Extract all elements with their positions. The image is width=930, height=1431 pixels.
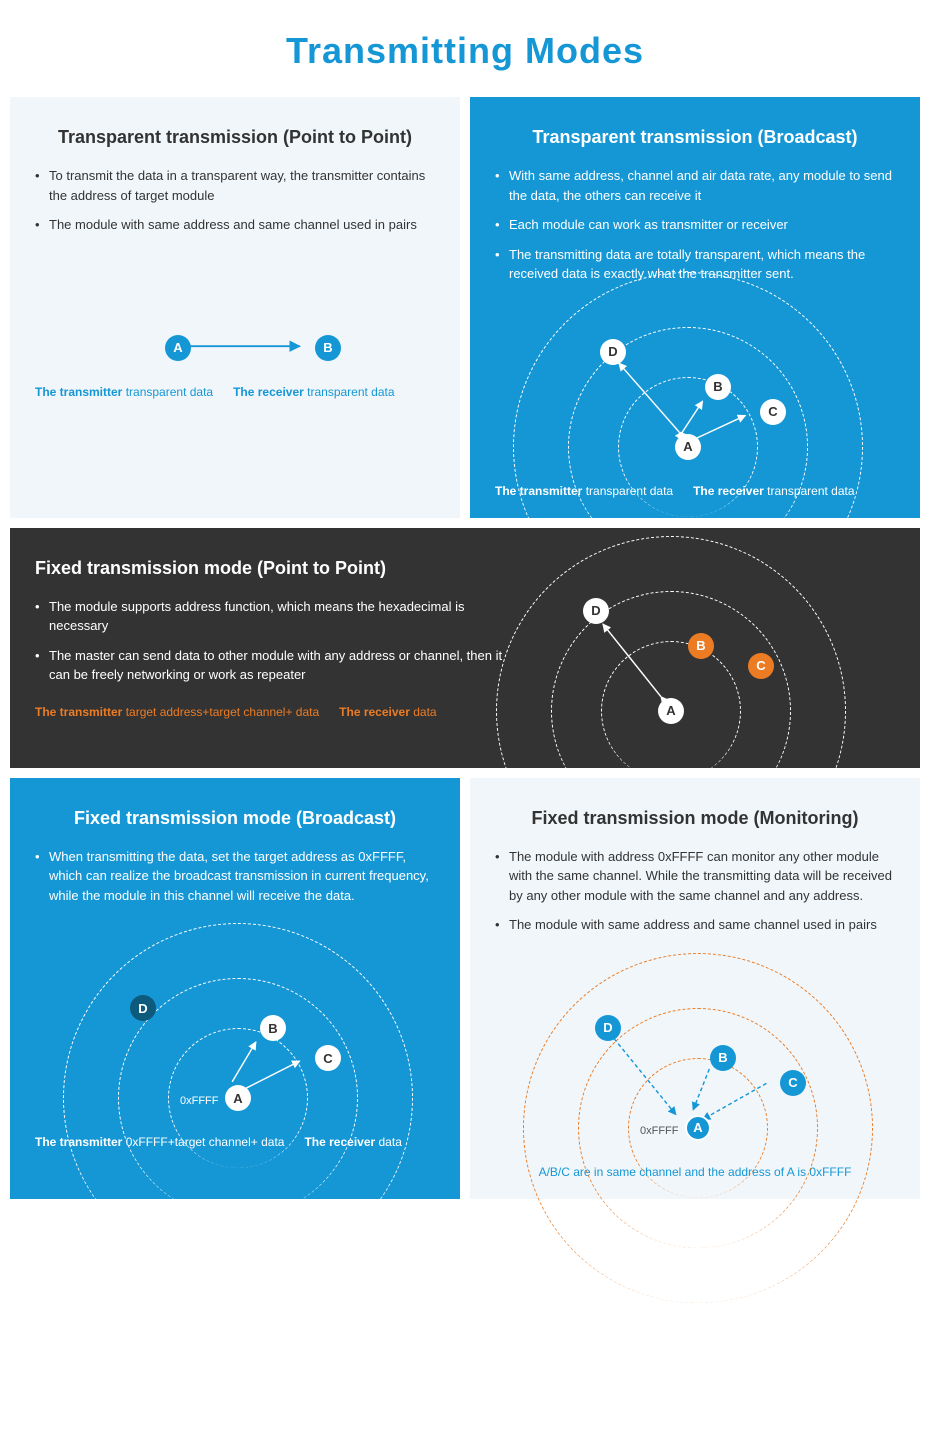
node-a: A — [165, 335, 191, 361]
diagram-p2p: A B — [35, 245, 435, 375]
bullet: To transmit the data in a transparent wa… — [35, 166, 435, 205]
panel-fixed-p2p: Fixed transmission mode (Point to Point)… — [10, 528, 920, 768]
row-3: Fixed transmission mode (Broadcast) When… — [0, 778, 930, 1209]
node-a: A — [658, 698, 684, 724]
diagram-fixed-p2p: A B C D — [508, 568, 895, 738]
node-a: A — [225, 1085, 251, 1111]
node-a: A — [685, 1115, 711, 1141]
footer-line: The transmitter target address+target ch… — [35, 705, 508, 719]
node-a: A — [675, 434, 701, 460]
page-title: Transmitting Modes — [0, 0, 930, 97]
bullet: The module with same address and same ch… — [35, 215, 435, 235]
footer-rx: The receiver data — [339, 705, 436, 719]
node-c: C — [760, 399, 786, 425]
addr-label: 0xFFFF — [640, 1125, 679, 1137]
bullet: With same address, channel and air data … — [495, 166, 895, 205]
bullet: When transmitting the data, set the targ… — [35, 847, 435, 906]
row-2: Fixed transmission mode (Point to Point)… — [0, 528, 930, 778]
bullet-list: To transmit the data in a transparent wa… — [35, 166, 435, 235]
node-b: B — [710, 1045, 736, 1071]
node-d: D — [595, 1015, 621, 1041]
panel-transparent-p2p: Transparent transmission (Point to Point… — [10, 97, 460, 518]
node-c: C — [748, 653, 774, 679]
node-b: B — [688, 633, 714, 659]
footer-tx: The transmitter target address+target ch… — [35, 705, 319, 719]
panel-title: Fixed transmission mode (Point to Point) — [35, 558, 508, 579]
panel-transparent-broadcast: Transparent transmission (Broadcast) Wit… — [470, 97, 920, 518]
panel-fixed-broadcast: Fixed transmission mode (Broadcast) When… — [10, 778, 460, 1199]
node-b: B — [315, 335, 341, 361]
bullet: The master can send data to other module… — [35, 646, 508, 685]
footer-rx: The receiver transparent data — [233, 385, 394, 399]
node-c: C — [780, 1070, 806, 1096]
footer-line: The transmitter transparent data The rec… — [35, 385, 435, 399]
node-b: B — [260, 1015, 286, 1041]
bullet-list: When transmitting the data, set the targ… — [35, 847, 435, 906]
bullet: Each module can work as transmitter or r… — [495, 215, 895, 235]
panel-title: Transparent transmission (Broadcast) — [495, 127, 895, 148]
row-1: Transparent transmission (Point to Point… — [0, 97, 930, 528]
panel-fixed-monitoring: Fixed transmission mode (Monitoring) The… — [470, 778, 920, 1199]
diagram-fixed-broadcast: A B C D 0xFFFF — [35, 915, 435, 1125]
node-b: B — [705, 374, 731, 400]
node-d: D — [583, 598, 609, 624]
diagram-monitoring: A B C D 0xFFFF — [495, 945, 895, 1155]
diagram-broadcast: A B C D — [495, 294, 895, 474]
bullet-list: With same address, channel and air data … — [495, 166, 895, 284]
panel-title: Fixed transmission mode (Monitoring) — [495, 808, 895, 829]
bullet: The module with address 0xFFFF can monit… — [495, 847, 895, 906]
bullet-list: The module with address 0xFFFF can monit… — [495, 847, 895, 935]
bullet: The module supports address function, wh… — [35, 597, 508, 636]
panel-title: Transparent transmission (Point to Point… — [35, 127, 435, 148]
bullet: The module with same address and same ch… — [495, 915, 895, 935]
bullet-list: The module supports address function, wh… — [35, 597, 508, 685]
node-c: C — [315, 1045, 341, 1071]
node-d: D — [130, 995, 156, 1021]
addr-label: 0xFFFF — [180, 1095, 219, 1107]
footer-tx: The transmitter transparent data — [35, 385, 213, 399]
node-d: D — [600, 339, 626, 365]
panel-title: Fixed transmission mode (Broadcast) — [35, 808, 435, 829]
